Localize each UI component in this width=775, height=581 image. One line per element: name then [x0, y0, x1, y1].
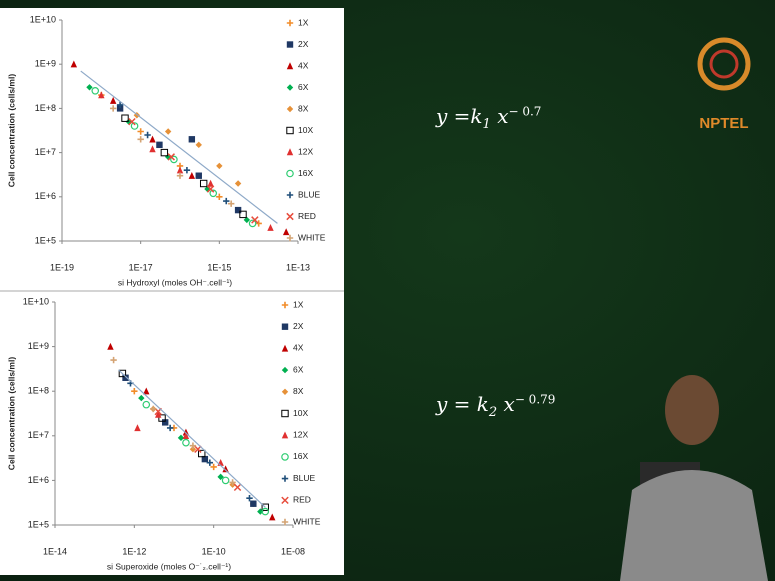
- shirt: [620, 470, 768, 581]
- legend-label: RED: [293, 495, 311, 505]
- x-tick-label: 1E-08: [281, 546, 305, 556]
- marker: [196, 173, 202, 179]
- x-tick-label: 1E-10: [202, 546, 226, 556]
- logo-text: NPTEL: [699, 115, 748, 132]
- legend-label: 6X: [298, 82, 309, 92]
- legend-label: 10X: [293, 408, 308, 418]
- y-tick-label: 1E+7: [35, 147, 56, 157]
- legend-label: 8X: [293, 386, 304, 396]
- eq-var: x: [497, 104, 508, 128]
- logo-ring: [700, 40, 748, 88]
- y-tick-label: 1E+8: [28, 386, 49, 396]
- legend-label: WHITE: [293, 516, 321, 526]
- y-tick-label: 1E+5: [28, 519, 49, 529]
- legend-label: WHITE: [298, 232, 326, 242]
- x-tick-label: 1E-19: [50, 262, 74, 272]
- marker: [235, 207, 241, 213]
- chart-panel: NPTEL 1E+5 1E+6 1E+7 1E+8 1E+9 1E+10 1E-19 1E-1…: [0, 0, 775, 581]
- eq-lhs: y = k: [436, 392, 489, 416]
- y-axis-label: Cell concentration (cells/ml): [6, 357, 16, 471]
- y-tick-label: 1E+6: [35, 191, 56, 201]
- legend-label: 8X: [298, 103, 309, 113]
- legend-label: 10X: [298, 125, 313, 135]
- marker: [287, 41, 293, 47]
- x-axis-label: si Hydroxyl (moles OH⁻.cell⁻¹): [118, 277, 232, 287]
- y-tick-label: 1E+9: [35, 59, 56, 69]
- x-tick-label: 1E-14: [43, 546, 67, 556]
- legend-label: 4X: [293, 343, 304, 353]
- x-axis-label: si Superoxide (moles O⁻˙₂.cell⁻¹): [107, 561, 231, 571]
- logo-inner: [711, 51, 737, 77]
- x-tick-label: 1E-13: [286, 262, 310, 272]
- legend-label: 12X: [298, 146, 313, 156]
- marker: [189, 136, 195, 142]
- eq-exp: − 0.7: [508, 104, 541, 118]
- eq-sub: 2: [489, 405, 497, 420]
- head: [665, 375, 719, 445]
- legend-label: 6X: [293, 364, 304, 374]
- legend-label: BLUE: [293, 473, 316, 483]
- y-tick-label: 1E+5: [35, 235, 56, 245]
- legend-label: BLUE: [298, 189, 321, 199]
- x-tick-label: 1E-15: [207, 262, 231, 272]
- legend-label: RED: [298, 211, 316, 221]
- nptel-logo: NPTEL: [699, 40, 748, 132]
- x-tick-label: 1E-12: [122, 546, 146, 556]
- legend-label: 16X: [298, 168, 313, 178]
- equation: y =k1 x− 0.7: [436, 104, 541, 132]
- legend-label: 16X: [293, 451, 308, 461]
- y-tick-label: 1E+10: [23, 296, 49, 306]
- legend-label: 4X: [298, 60, 309, 70]
- x-tick-label: 1E-17: [129, 262, 153, 272]
- y-axis-label: Cell concentration (cells/ml): [6, 74, 16, 188]
- legend-label: 1X: [293, 299, 304, 309]
- eq-exp: − 0.79: [515, 392, 556, 406]
- legend-label: 1X: [298, 17, 309, 27]
- y-tick-label: 1E+7: [28, 430, 49, 440]
- eq-lhs: y =k: [436, 104, 483, 128]
- eq-var: x: [504, 392, 515, 416]
- speaker: [620, 375, 768, 581]
- eq-sub: 1: [483, 117, 491, 132]
- legend-label: 2X: [298, 39, 309, 49]
- legend-label: 2X: [293, 321, 304, 331]
- y-tick-label: 1E+9: [28, 341, 49, 351]
- y-tick-label: 1E+6: [28, 475, 49, 485]
- slide: NPTEL 1E+5 1E+6 1E+7 1E+8 1E+9 1E+10 1E-19 1E-1…: [0, 0, 775, 581]
- marker: [250, 501, 256, 507]
- marker: [282, 324, 288, 330]
- y-tick-label: 1E+10: [30, 14, 56, 24]
- marker: [156, 142, 162, 148]
- equation: y = k2 x− 0.79: [436, 392, 555, 420]
- legend-label: 12X: [293, 429, 308, 439]
- y-tick-label: 1E+8: [35, 103, 56, 113]
